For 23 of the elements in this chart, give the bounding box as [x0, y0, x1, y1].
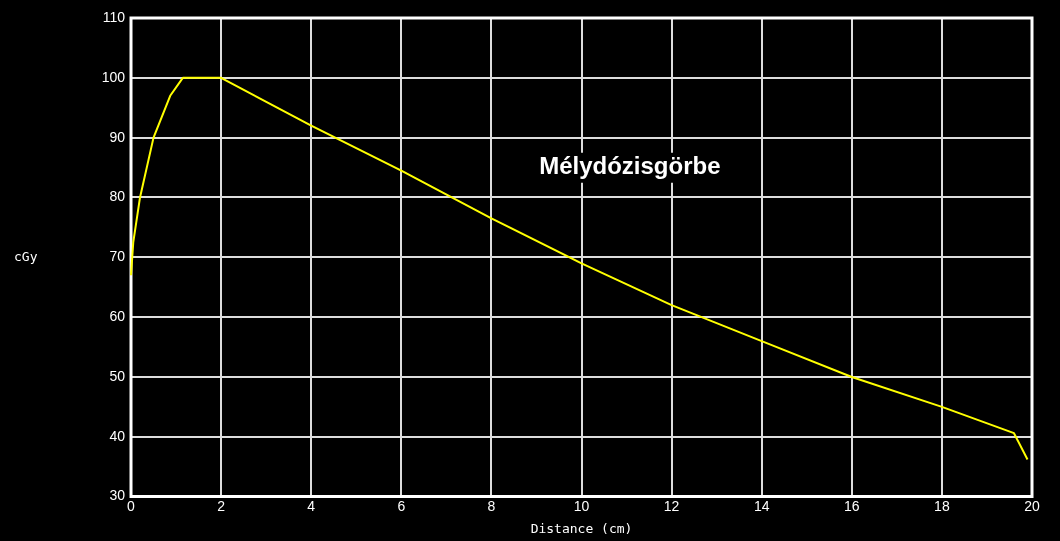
x-tick-label: 10	[573, 497, 590, 514]
y-tick-label: 70	[109, 248, 126, 265]
y-tick-label: 100	[101, 68, 126, 85]
x-tick-label: 0	[127, 497, 136, 514]
y-tick-label: 30	[109, 487, 126, 504]
x-tick-label: 4	[307, 497, 316, 514]
x-tick-label: 16	[844, 497, 860, 514]
y-tick-label: 60	[109, 307, 126, 324]
x-axis-title: Distance (cm)	[530, 520, 633, 536]
text: Mélydózisgörbe	[539, 152, 721, 180]
x-tick-label: 18	[934, 497, 950, 514]
y-tick-label: 80	[109, 188, 126, 205]
x-tick-label: 12	[663, 497, 680, 514]
y-axis-title: cGy	[14, 248, 38, 264]
x-tick-label: 8	[487, 497, 496, 514]
y-tick-label: 40	[109, 427, 126, 444]
x-tick-label: 6	[397, 497, 406, 514]
y-tick-label: 110	[102, 8, 126, 25]
x-tick-label: 14	[753, 497, 770, 514]
x-tick-label: 20	[1024, 497, 1040, 514]
x-tick-label: 2	[217, 497, 226, 514]
y-tick-label: 50	[109, 367, 126, 384]
y-tick-label: 90	[109, 128, 126, 145]
